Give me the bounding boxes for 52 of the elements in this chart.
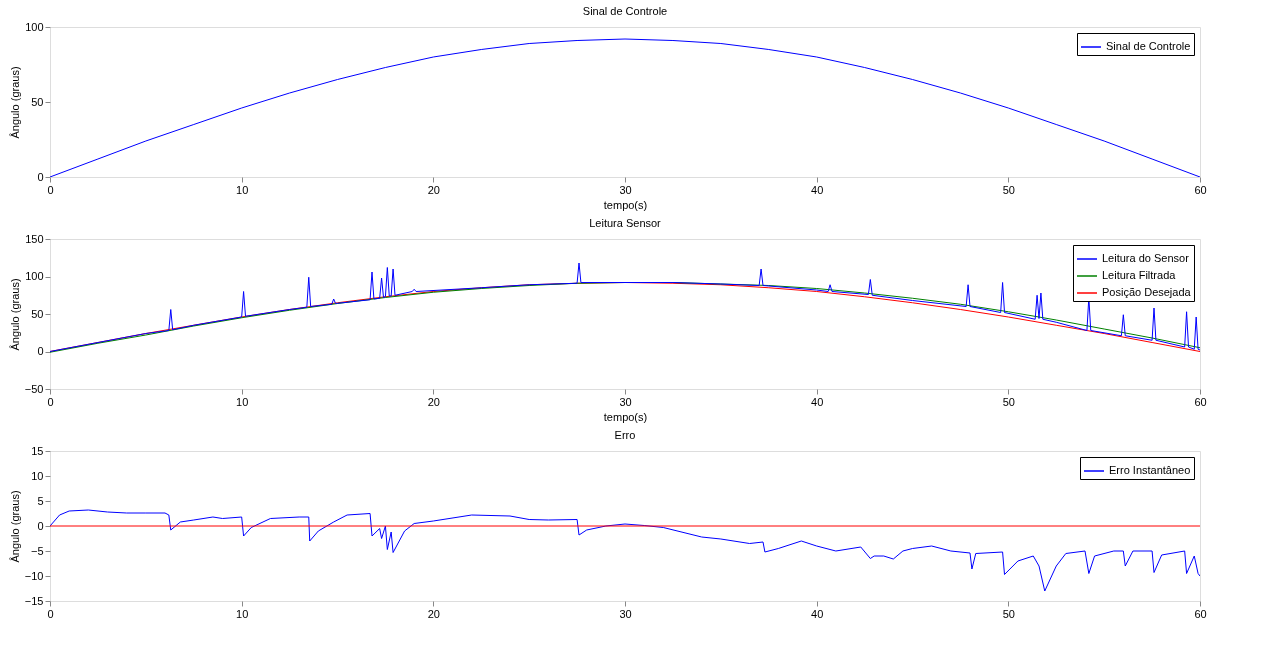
legend-label: Leitura Filtrada [1102,269,1177,281]
x-axis-title: tempo(s) [603,410,648,423]
y-tick-label: 0 [37,519,44,532]
y-axis-title: Ângulo (graus) [8,278,21,351]
x-tick-label: 50 [1002,607,1015,620]
x-tick-label: 20 [427,183,440,196]
chart-title: Sinal de Controle [582,5,668,17]
x-tick-label: 20 [427,607,440,620]
x-tick-label: 60 [1194,607,1207,620]
x-axis-title: tempo(s) [603,198,648,211]
legend-label: Posição Desejada [1102,286,1192,298]
x-tick-label: 60 [1194,183,1207,196]
x-tick-label: 60 [1194,395,1207,408]
y-tick-label: −50 [24,382,44,395]
x-tick-label: 30 [619,395,632,408]
y-tick-label: 10 [31,469,44,482]
y-tick-label: 0 [37,170,44,183]
y-tick-label: −15 [24,594,44,607]
x-tick-label: 10 [236,395,249,408]
x-tick-label: 10 [236,607,249,620]
legend-label: Sinal de Controle [1106,40,1191,52]
x-tick-label: 0 [47,607,54,620]
y-axis-title: Ângulo (graus) [8,490,21,563]
chart-title: Leitura Sensor [589,217,662,229]
y-tick-label: 150 [25,232,44,245]
x-tick-label: 0 [47,395,54,408]
y-tick-label: −5 [30,544,44,557]
legend-label: Erro Instantâneo [1109,464,1191,476]
y-axis-title: Ângulo (graus) [9,66,22,139]
x-tick-label: 20 [427,395,440,408]
chart-title: Erro [614,429,636,441]
x-tick-label: 40 [811,607,824,620]
x-tick-label: 10 [236,183,249,196]
legend-label: Leitura do Sensor [1102,252,1190,264]
x-tick-label: 40 [811,395,824,408]
y-tick-label: 50 [31,307,44,320]
x-tick-label: 0 [47,183,54,196]
y-tick-label: −10 [24,569,44,582]
x-tick-label: 30 [619,183,632,196]
x-tick-label: 50 [1002,183,1015,196]
y-tick-label: 5 [37,494,44,507]
line-series [50,262,1200,352]
x-tick-label: 30 [619,607,632,620]
y-tick-label: 15 [31,444,44,457]
x-tick-label: 50 [1002,395,1015,408]
y-tick-label: 50 [31,95,44,108]
y-tick-label: 100 [25,20,44,33]
y-tick-label: 0 [37,345,44,357]
line-series [50,509,1200,592]
line-series [50,38,1200,177]
x-tick-label: 40 [811,183,824,196]
y-tick-label: 100 [25,270,44,282]
